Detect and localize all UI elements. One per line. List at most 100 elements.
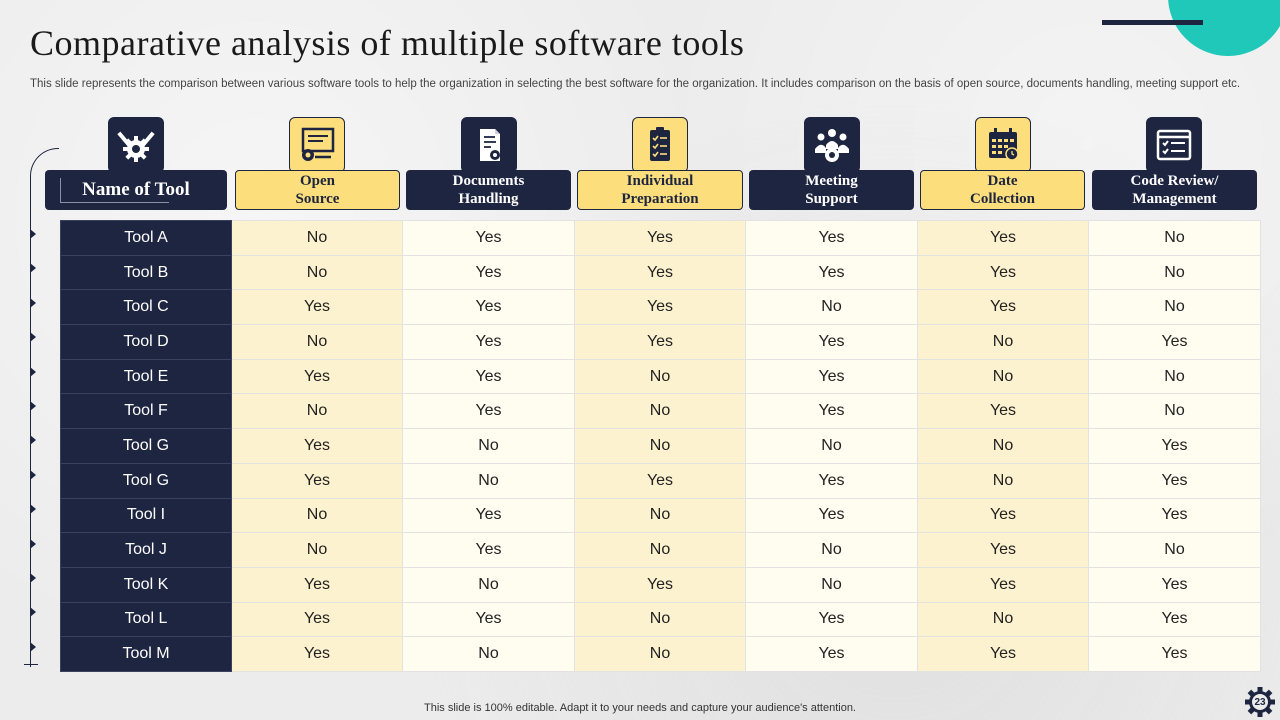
value-cell: No <box>574 358 746 395</box>
column-header-open-source: Open Source <box>235 170 400 210</box>
bracket-arrow <box>30 469 36 480</box>
value-cell: No <box>574 497 746 534</box>
decorative-bracket-foot <box>24 664 38 665</box>
bracket-arrow <box>30 332 36 343</box>
value-cell: Yes <box>745 254 918 291</box>
value-cell: Yes <box>917 532 1089 568</box>
value-cell: No <box>231 324 403 360</box>
value-cell: No <box>231 393 403 430</box>
value-cell: No <box>231 254 403 291</box>
value-cell: No <box>1088 393 1261 430</box>
tool-name-cell: Tool J <box>60 532 232 568</box>
tool-name-cell: Tool I <box>60 497 232 534</box>
value-cell: Yes <box>402 324 575 360</box>
value-cell: Yes <box>402 497 575 534</box>
value-cell: Yes <box>745 393 918 430</box>
value-cell: No <box>745 289 918 326</box>
bracket-arrow <box>30 229 36 239</box>
bracket-arrow <box>30 366 36 377</box>
value-cell: No <box>917 462 1089 499</box>
value-cell: Yes <box>745 220 918 256</box>
value-cell: No <box>1088 254 1261 291</box>
tool-name-cell: Tool C <box>60 289 232 326</box>
value-cell: Yes <box>917 289 1089 326</box>
value-cell: Yes <box>231 462 403 499</box>
value-cell: No <box>1088 532 1261 568</box>
tool-name-cell: Tool K <box>60 566 232 603</box>
value-cell: No <box>231 497 403 534</box>
column-header-code-review: Code Review/ Management <box>1092 170 1257 210</box>
value-cell: Yes <box>402 254 575 291</box>
page-number: 23 <box>1254 696 1266 708</box>
tool-name-cell: Tool F <box>60 393 232 430</box>
column-header-meeting-support: Meeting Support <box>749 170 914 210</box>
slide-title: Comparative analysis of multiple softwar… <box>30 23 745 63</box>
value-cell: Yes <box>1088 636 1261 672</box>
table-row: Tool C Yes Yes Yes No Yes No <box>60 289 1261 326</box>
name-header-accent-line <box>60 178 169 203</box>
document-icon <box>461 117 517 173</box>
tool-name-cell: Tool G <box>60 428 232 464</box>
value-cell: No <box>917 428 1089 464</box>
table-row: Tool M Yes No No Yes Yes Yes <box>60 636 1261 672</box>
value-cell: Yes <box>402 289 575 326</box>
value-cell: No <box>745 566 918 603</box>
value-cell: Yes <box>745 497 918 534</box>
table-row: Tool D No Yes Yes Yes No Yes <box>60 324 1261 360</box>
value-cell: Yes <box>231 636 403 672</box>
value-cell: No <box>574 532 746 568</box>
table-row: Tool E Yes Yes No Yes No No <box>60 358 1261 395</box>
value-cell: No <box>231 220 403 256</box>
value-cell: No <box>1088 358 1261 395</box>
tools-gear-icon <box>108 117 164 173</box>
table-row: Tool G Yes No Yes Yes No Yes <box>60 462 1261 499</box>
tool-name-cell: Tool D <box>60 324 232 360</box>
value-cell: No <box>574 601 746 638</box>
value-cell: No <box>917 324 1089 360</box>
column-header-individual-preparation: Individual Preparation <box>577 170 743 210</box>
value-cell: No <box>574 393 746 430</box>
table-row: Tool I No Yes No Yes Yes Yes <box>60 497 1261 534</box>
tool-name-cell: Tool E <box>60 358 232 395</box>
value-cell: Yes <box>402 220 575 256</box>
name-of-tool-header: Name of Tool <box>45 170 227 210</box>
table-row: Tool K Yes No Yes No Yes Yes <box>60 566 1261 603</box>
value-cell: Yes <box>745 358 918 395</box>
value-cell: Yes <box>574 220 746 256</box>
value-cell: Yes <box>402 532 575 568</box>
bracket-arrow <box>30 297 36 308</box>
comparison-table: Tool A No Yes Yes Yes Yes No Tool B No Yes Yes Yes Y… <box>60 220 1261 672</box>
clipboard-checklist-icon <box>632 117 688 173</box>
bracket-arrow <box>30 401 36 411</box>
value-cell: Yes <box>917 393 1089 430</box>
value-cell: No <box>574 636 746 672</box>
value-cell: No <box>231 532 403 568</box>
value-cell: Yes <box>231 428 403 464</box>
calendar-icon <box>975 117 1031 173</box>
value-cell: No <box>917 601 1089 638</box>
value-cell: Yes <box>402 393 575 430</box>
value-cell: Yes <box>745 324 918 360</box>
value-cell: Yes <box>574 254 746 291</box>
value-cell: Yes <box>231 358 403 395</box>
value-cell: Yes <box>231 289 403 326</box>
value-cell: Yes <box>574 324 746 360</box>
value-cell: Yes <box>1088 601 1261 638</box>
value-cell: No <box>745 428 918 464</box>
bracket-arrow <box>30 435 36 446</box>
tool-name-cell: Tool A <box>60 220 232 256</box>
value-cell: Yes <box>745 462 918 499</box>
tool-name-cell: Tool L <box>60 601 232 638</box>
bracket-arrow <box>30 538 36 549</box>
value-cell: Yes <box>917 566 1089 603</box>
footer-note: This slide is 100% editable. Adapt it to… <box>424 702 856 714</box>
value-cell: No <box>402 566 575 603</box>
value-cell: Yes <box>574 566 746 603</box>
value-cell: Yes <box>917 636 1089 672</box>
value-cell: No <box>1088 220 1261 256</box>
value-cell: Yes <box>574 289 746 326</box>
column-header-documents-handling: Documents Handling <box>406 170 571 210</box>
table-row: Tool J No Yes No No Yes No <box>60 532 1261 568</box>
value-cell: Yes <box>1088 462 1261 499</box>
value-cell: Yes <box>231 601 403 638</box>
